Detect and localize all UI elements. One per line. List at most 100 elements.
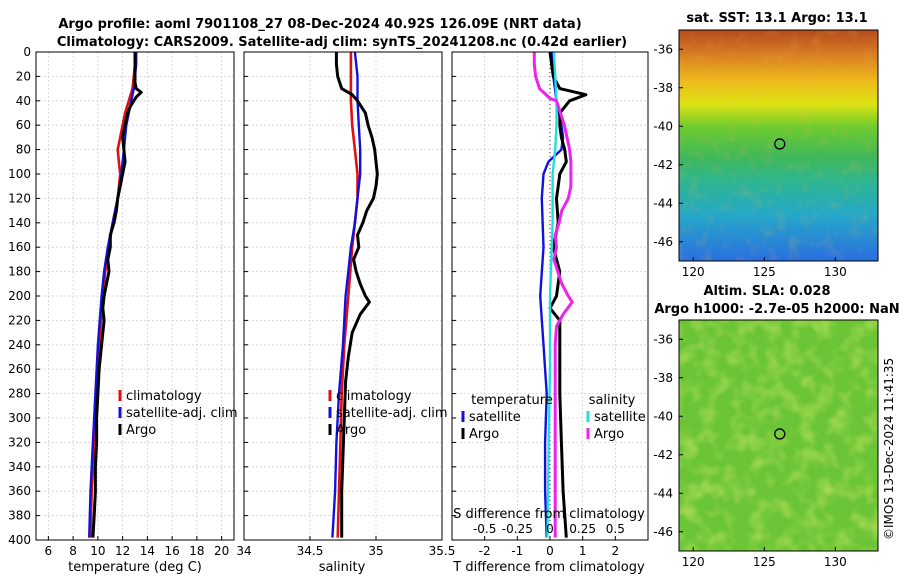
series-line-temperature-argo	[548, 51, 588, 538]
salinity-xlabel: salinity	[319, 560, 366, 575]
difference-x2label: S difference from climatology	[453, 507, 645, 522]
map-x-tick-label: 120	[682, 555, 705, 569]
map-y-tick-label: -38	[653, 371, 673, 385]
y-tick-label: 180	[8, 265, 31, 279]
x-tick-label: 20	[214, 544, 229, 558]
legend-title-temperature: temperature	[471, 393, 553, 408]
series-line-satellite-adj-clim	[331, 51, 362, 538]
map-y-tick-label: -36	[653, 332, 673, 346]
y-tick-label: 260	[8, 362, 31, 376]
y-tick-label: 140	[8, 216, 31, 230]
x-tick-label: 10	[90, 544, 105, 558]
x-tick-label: 8	[69, 544, 77, 558]
y-tick-label: 120	[8, 191, 31, 205]
sla-map-title: Altim. SLA: 0.028	[704, 284, 831, 299]
y-tick-label: 360	[8, 484, 31, 498]
y-tick-label: 20	[16, 69, 31, 83]
map-x-tick-label: 120	[682, 265, 705, 279]
difference-panel: -2 -1 0 1 2 -0.5 -0.25 0 0.25 0.5 temperature sali…	[451, 51, 649, 575]
sst-argo-location-marker	[774, 138, 786, 150]
x-tick-label: 34	[236, 544, 251, 558]
y-tick-label: 240	[8, 338, 31, 352]
map-y-tick-label: -38	[653, 81, 673, 95]
x-tick-label: -1	[511, 544, 523, 558]
salinity-panel: 34 34.5 35 35.5 climatology satellite-adj. c…	[236, 51, 455, 575]
s-axis-tick-label: 0	[546, 522, 554, 536]
s-axis-tick-label: 0.25	[569, 522, 596, 536]
legend-label: Argo	[594, 427, 624, 442]
legend-label: satellite	[469, 410, 521, 425]
x-tick-label: 1	[579, 544, 587, 558]
x-tick-label: 6	[45, 544, 53, 558]
temperature-panel: 0 20 40 60 80 100 120 140 160 180 200 220 240 260 280 3…	[8, 45, 238, 575]
map-y-tick-label: -36	[653, 42, 673, 56]
map-y-tick-label: -40	[653, 409, 673, 423]
temperature-xlabel: temperature (deg C)	[68, 560, 202, 575]
map-y-tick-label: -40	[653, 119, 673, 133]
legend-label: satellite-adj. clim	[126, 406, 238, 421]
sla-map: Altim. SLA: 0.028 Argo h1000: -2.7e-05 h…	[653, 284, 899, 569]
x-tick-label: 0	[546, 544, 554, 558]
s-axis-tick-label: -0.25	[502, 522, 533, 536]
y-tick-label: 400	[8, 533, 31, 547]
legend-title-salinity: salinity	[589, 393, 636, 408]
sla-argo-location-marker	[774, 428, 786, 440]
y-tick-label: 60	[16, 118, 31, 132]
sst-map-frame	[678, 29, 879, 262]
y-tick-label: 220	[8, 313, 31, 327]
map-y-tick-label: -42	[653, 158, 673, 172]
legend-label: Argo	[469, 427, 499, 442]
x-tick-label: 34.5	[297, 544, 324, 558]
x-tick-label: 35	[368, 544, 383, 558]
sla-map-frame	[678, 319, 879, 552]
y-tick-label: 300	[8, 411, 31, 425]
series-line-argo	[334, 52, 379, 538]
x-tick-label: 12	[115, 544, 130, 558]
map-x-tick-label: 130	[824, 555, 847, 569]
y-tick-label: 200	[8, 289, 31, 303]
sst-map-title: sat. SST: 13.1 Argo: 13.1	[686, 11, 867, 26]
difference-xlabel: T difference from climatology	[452, 560, 645, 575]
imos-timestamp: ©IMOS 13-Dec-2024 11:41:35	[882, 358, 896, 540]
legend-label: Argo	[336, 423, 366, 438]
legend-label: satellite	[594, 410, 646, 425]
legend-label: climatology	[126, 389, 202, 404]
s-axis-tick-label: -0.5	[473, 522, 496, 536]
y-tick-label: 280	[8, 387, 31, 401]
map-x-tick-label: 125	[753, 265, 776, 279]
legend-label: climatology	[336, 389, 412, 404]
x-tick-label: 14	[140, 544, 155, 558]
x-tick-label: 16	[164, 544, 179, 558]
y-tick-label: 380	[8, 509, 31, 523]
y-tick-label: 320	[8, 435, 31, 449]
map-y-tick-label: -44	[653, 196, 673, 210]
sla-map-light-blotches	[679, 320, 878, 551]
legend-label: satellite-adj. clim	[336, 406, 448, 421]
legend-label: Argo	[126, 423, 156, 438]
x-tick-label: -2	[479, 544, 491, 558]
map-y-tick-label: -46	[653, 235, 673, 249]
sst-map: sat. SST: 13.1 Argo: 13.1 120 125 130 -36 -3…	[653, 11, 879, 279]
y-tick-label: 0	[23, 45, 31, 59]
map-y-tick-label: -42	[653, 448, 673, 462]
y-tick-label: 100	[8, 167, 31, 181]
y-tick-label: 160	[8, 240, 31, 254]
sst-map-texture	[679, 30, 878, 261]
y-tick-label: 80	[16, 143, 31, 157]
y-tick-label: 340	[8, 460, 31, 474]
sla-map-subtitle: Argo h1000: -2.7e-05 h2000: NaN	[654, 302, 899, 317]
map-y-tick-label: -44	[653, 486, 673, 500]
s-axis-tick-label: 0.5	[606, 522, 625, 536]
x-tick-label: 2	[612, 544, 620, 558]
figure-title-line1: Argo profile: aoml 7901108_27 08-Dec-202…	[58, 17, 581, 32]
series-line-argo	[91, 52, 143, 538]
x-tick-label: 18	[189, 544, 204, 558]
map-x-tick-label: 130	[824, 265, 847, 279]
figure-title-line2: Climatology: CARS2009. Satellite-adj cli…	[57, 35, 627, 50]
map-x-tick-label: 125	[753, 555, 776, 569]
map-y-tick-label: -46	[653, 525, 673, 539]
series-line-salinity-argo	[532, 52, 574, 538]
y-tick-label: 40	[16, 94, 31, 108]
series-line-salinity-satellite	[546, 51, 558, 538]
